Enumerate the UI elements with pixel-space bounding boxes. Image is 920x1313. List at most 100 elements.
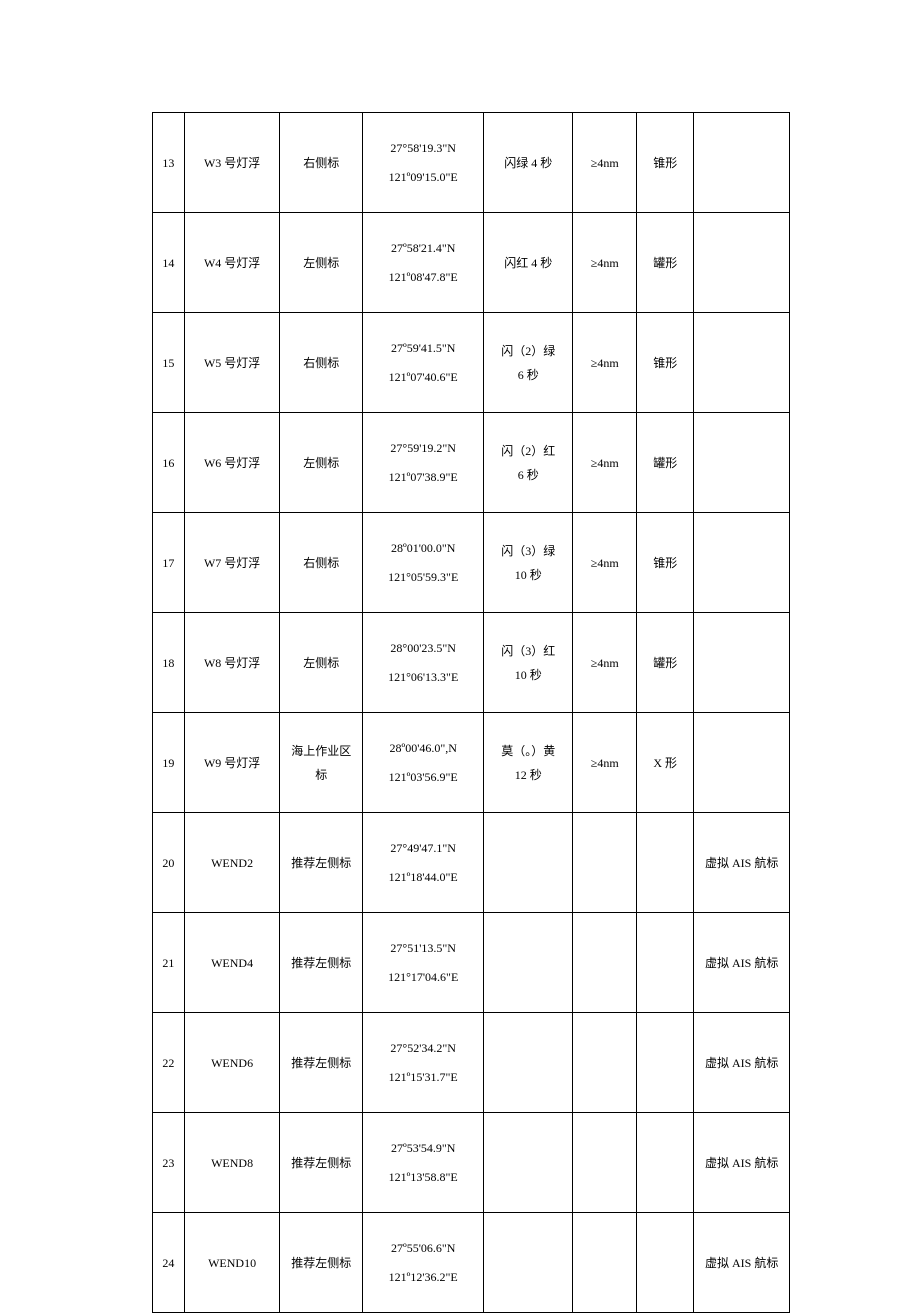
cell-type: 左侧标 bbox=[280, 413, 363, 513]
cell-name: W7 号灯浮 bbox=[184, 513, 280, 613]
cell-name: WEND2 bbox=[184, 813, 280, 913]
cell-light: 闪（3）红10 秒 bbox=[484, 613, 573, 713]
cell-name: WEND10 bbox=[184, 1213, 280, 1313]
cell-light bbox=[484, 813, 573, 913]
table-row: 17W7 号灯浮右侧标28º01'00.0"N121°05'59.3"E闪（3）… bbox=[153, 513, 790, 613]
cell-coordinates: 28º01'00.0"N121°05'59.3"E bbox=[363, 513, 484, 613]
cell-type: 左侧标 bbox=[280, 613, 363, 713]
cell-light bbox=[484, 1113, 573, 1213]
cell-range: ≥4nm bbox=[573, 413, 637, 513]
cell-name: W8 号灯浮 bbox=[184, 613, 280, 713]
cell-type: 左侧标 bbox=[280, 213, 363, 313]
table-row: 24WEND10推荐左侧标27º55'06.6"N121º12'36.2"E虚拟… bbox=[153, 1213, 790, 1313]
cell-remark bbox=[694, 413, 790, 513]
table-row: 22WEND6推荐左侧标27°52'34.2"N121º15'31.7"E虚拟 … bbox=[153, 1013, 790, 1113]
cell-shape: 罐形 bbox=[637, 413, 694, 513]
cell-index: 23 bbox=[153, 1113, 185, 1213]
cell-light: 闪红 4 秒 bbox=[484, 213, 573, 313]
cell-remark: 虚拟 AIS 航标 bbox=[694, 1213, 790, 1313]
table-row: 15W5 号灯浮右侧标27º59'41.5"N121º07'40.6"E闪（2）… bbox=[153, 313, 790, 413]
cell-type: 海上作业区标 bbox=[280, 713, 363, 813]
cell-shape bbox=[637, 813, 694, 913]
cell-remark: 虚拟 AIS 航标 bbox=[694, 813, 790, 913]
cell-remark: 虚拟 AIS 航标 bbox=[694, 1013, 790, 1113]
cell-remark: 虚拟 AIS 航标 bbox=[694, 1113, 790, 1213]
cell-type: 右侧标 bbox=[280, 113, 363, 213]
cell-name: W9 号灯浮 bbox=[184, 713, 280, 813]
table-row: 23WEND8推荐左侧标27º53'54.9"N121º13'58.8"E虚拟 … bbox=[153, 1113, 790, 1213]
cell-index: 17 bbox=[153, 513, 185, 613]
cell-range: ≥4nm bbox=[573, 713, 637, 813]
cell-coordinates: 28°00'23.5"N121°06'13.3"E bbox=[363, 613, 484, 713]
cell-shape: X 形 bbox=[637, 713, 694, 813]
cell-shape: 罐形 bbox=[637, 213, 694, 313]
cell-type: 推荐左侧标 bbox=[280, 813, 363, 913]
cell-type: 推荐左侧标 bbox=[280, 1213, 363, 1313]
cell-shape bbox=[637, 1113, 694, 1213]
cell-name: WEND4 bbox=[184, 913, 280, 1013]
cell-light: 莫（。）黄12 秒 bbox=[484, 713, 573, 813]
cell-coordinates: 27º59'41.5"N121º07'40.6"E bbox=[363, 313, 484, 413]
cell-name: W6 号灯浮 bbox=[184, 413, 280, 513]
cell-index: 16 bbox=[153, 413, 185, 513]
cell-shape bbox=[637, 1213, 694, 1313]
cell-shape bbox=[637, 1013, 694, 1113]
cell-light bbox=[484, 913, 573, 1013]
cell-light bbox=[484, 1013, 573, 1113]
cell-range: ≥4nm bbox=[573, 113, 637, 213]
cell-name: W4 号灯浮 bbox=[184, 213, 280, 313]
table-row: 13W3 号灯浮右侧标27°58'19.3"N121º09'15.0"E闪绿 4… bbox=[153, 113, 790, 213]
cell-shape: 锥形 bbox=[637, 313, 694, 413]
cell-coordinates: 27°59'19.2"N121º07'38.9"E bbox=[363, 413, 484, 513]
cell-shape bbox=[637, 913, 694, 1013]
cell-index: 19 bbox=[153, 713, 185, 813]
cell-light bbox=[484, 1213, 573, 1313]
cell-coordinates: 27°52'34.2"N121º15'31.7"E bbox=[363, 1013, 484, 1113]
table-row: 20WEND2推荐左侧标27°49'47.1"N121º18'44.0"E 虚拟 … bbox=[153, 813, 790, 913]
cell-range bbox=[573, 1213, 637, 1313]
cell-index: 18 bbox=[153, 613, 185, 713]
cell-index: 14 bbox=[153, 213, 185, 313]
cell-coordinates: 28º00'46.0",N121º03'56.9"E bbox=[363, 713, 484, 813]
cell-range: ≥4nm bbox=[573, 213, 637, 313]
cell-name: W5 号灯浮 bbox=[184, 313, 280, 413]
cell-range bbox=[573, 913, 637, 1013]
cell-type: 推荐左侧标 bbox=[280, 1113, 363, 1213]
cell-coordinates: 27°51'13.5"N121°17'04.6"E bbox=[363, 913, 484, 1013]
cell-remark: 虚拟 AIS 航标 bbox=[694, 913, 790, 1013]
nav-marks-table: 13W3 号灯浮右侧标27°58'19.3"N121º09'15.0"E闪绿 4… bbox=[152, 112, 790, 1313]
table-row: 14W4 号灯浮左侧标27º58'21.4"N121º08'47.8"E闪红 4… bbox=[153, 213, 790, 313]
cell-remark bbox=[694, 713, 790, 813]
cell-light: 闪（2）红6 秒 bbox=[484, 413, 573, 513]
cell-type: 右侧标 bbox=[280, 313, 363, 413]
cell-type: 推荐左侧标 bbox=[280, 913, 363, 1013]
cell-range: ≥4nm bbox=[573, 613, 637, 713]
cell-type: 右侧标 bbox=[280, 513, 363, 613]
cell-name: WEND8 bbox=[184, 1113, 280, 1213]
cell-light: 闪绿 4 秒 bbox=[484, 113, 573, 213]
cell-range bbox=[573, 813, 637, 913]
page-container: 13W3 号灯浮右侧标27°58'19.3"N121º09'15.0"E闪绿 4… bbox=[0, 0, 920, 1313]
cell-name: W3 号灯浮 bbox=[184, 113, 280, 213]
cell-index: 22 bbox=[153, 1013, 185, 1113]
cell-light: 闪（2）绿6 秒 bbox=[484, 313, 573, 413]
cell-coordinates: 27º55'06.6"N121º12'36.2"E bbox=[363, 1213, 484, 1313]
table-row: 21WEND4推荐左侧标27°51'13.5"N121°17'04.6"E 虚拟 … bbox=[153, 913, 790, 1013]
cell-range: ≥4nm bbox=[573, 313, 637, 413]
cell-coordinates: 27º58'21.4"N121º08'47.8"E bbox=[363, 213, 484, 313]
cell-shape: 锥形 bbox=[637, 513, 694, 613]
cell-index: 20 bbox=[153, 813, 185, 913]
table-row: 16W6 号灯浮左侧标27°59'19.2"N121º07'38.9"E闪（2）… bbox=[153, 413, 790, 513]
cell-coordinates: 27°49'47.1"N121º18'44.0"E bbox=[363, 813, 484, 913]
cell-name: WEND6 bbox=[184, 1013, 280, 1113]
table-row: 19W9 号灯浮海上作业区标28º00'46.0",N121º03'56.9"E… bbox=[153, 713, 790, 813]
cell-remark bbox=[694, 213, 790, 313]
cell-shape: 罐形 bbox=[637, 613, 694, 713]
cell-index: 13 bbox=[153, 113, 185, 213]
cell-light: 闪（3）绿10 秒 bbox=[484, 513, 573, 613]
cell-index: 21 bbox=[153, 913, 185, 1013]
cell-remark bbox=[694, 313, 790, 413]
cell-coordinates: 27°58'19.3"N121º09'15.0"E bbox=[363, 113, 484, 213]
cell-shape: 锥形 bbox=[637, 113, 694, 213]
cell-remark bbox=[694, 113, 790, 213]
